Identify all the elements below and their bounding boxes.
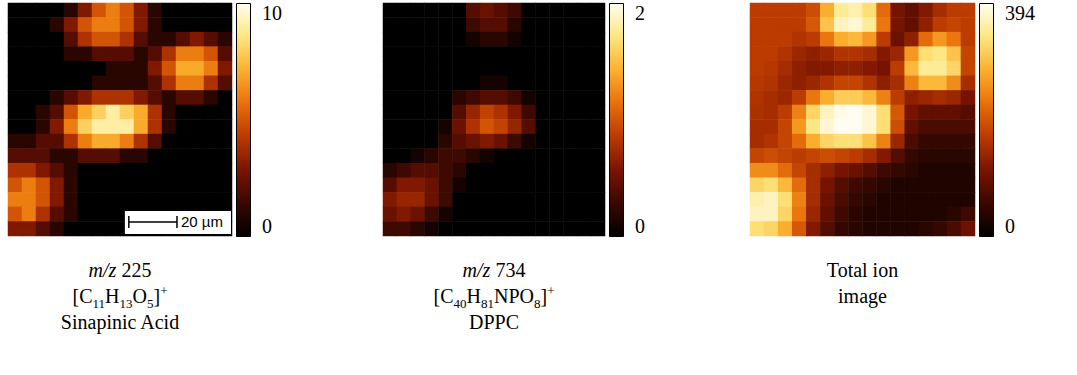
svg-text:20 µm: 20 µm <box>181 213 223 230</box>
svg-text:10: 10 <box>262 2 282 24</box>
svg-text:394: 394 <box>1005 2 1035 24</box>
html-text:m/z 734: m/z 734 <box>462 259 526 281</box>
svg-text:0: 0 <box>1005 215 1015 237</box>
svg-text:0: 0 <box>262 215 272 237</box>
html-text:Sinapinic Acid: Sinapinic Acid <box>60 311 180 333</box>
svg-text:2: 2 <box>635 2 645 24</box>
html-text:[C11H13O5]+: [C11H13O5]+ <box>72 283 168 311</box>
html-text:[C40H81NPO8]+: [C40H81NPO8]+ <box>433 283 555 311</box>
html-text:DPPC: DPPC <box>469 311 519 333</box>
html-text:m/z 225: m/z 225 <box>88 259 152 281</box>
html-text:Total ion image: Total ion image <box>826 259 899 307</box>
svg-text:0: 0 <box>635 215 645 237</box>
